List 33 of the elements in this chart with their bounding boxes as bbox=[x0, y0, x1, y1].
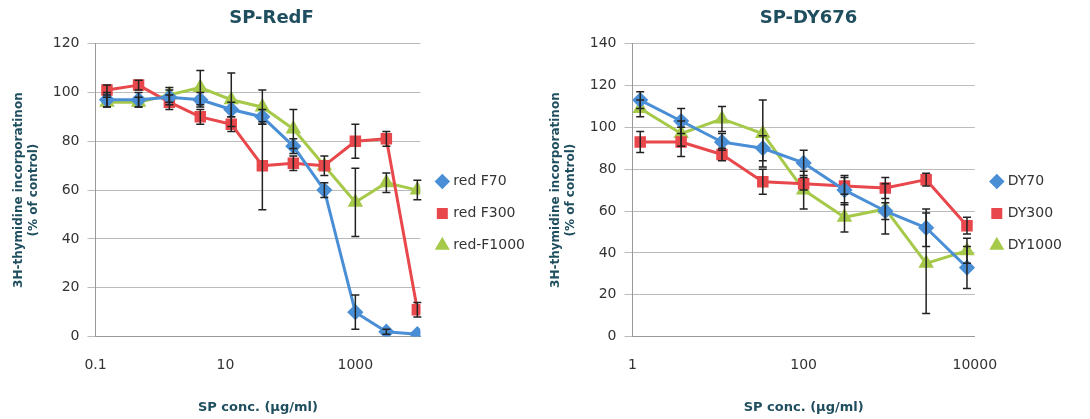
y-tick-label: 40 bbox=[61, 229, 80, 246]
y-tick-label: 0 bbox=[70, 327, 80, 344]
y-tick-label: 60 bbox=[61, 180, 80, 197]
y-tick-label: 100 bbox=[52, 83, 80, 100]
y-tick-label: 20 bbox=[61, 278, 80, 295]
y-tick-label: 80 bbox=[598, 159, 617, 176]
x-tick-label: 100 bbox=[790, 355, 818, 372]
y-tick-label: 20 bbox=[598, 285, 617, 302]
legend-label: red F300 bbox=[453, 204, 516, 221]
y-tick-label: 120 bbox=[52, 34, 80, 51]
y-tick-label: 140 bbox=[589, 34, 617, 51]
x-tick-label: 10000 bbox=[952, 355, 998, 372]
x-tick-label: 0.1 bbox=[84, 355, 107, 372]
legend-label: DY1000 bbox=[1007, 236, 1063, 253]
y-tick-label: 120 bbox=[589, 76, 617, 93]
chart-title: SP-DY676 bbox=[759, 6, 858, 28]
x-axis-title: SP conc. (µg/ml) bbox=[743, 398, 864, 414]
y-tick-label: 40 bbox=[598, 243, 617, 260]
y-tick-label: 100 bbox=[589, 117, 617, 134]
legend-label: red-F1000 bbox=[453, 236, 526, 253]
x-tick-label: 1000 bbox=[337, 355, 374, 372]
legend-label: DY70 bbox=[1007, 172, 1045, 189]
y-tick-label: 0 bbox=[607, 327, 617, 344]
y-tick-label: 60 bbox=[598, 201, 617, 218]
y-axis-title: 3H-thymidine incorporatinon (% of control) bbox=[548, 92, 577, 288]
chart-title: SP-RedF bbox=[229, 6, 314, 28]
y-tick-label: 80 bbox=[61, 131, 80, 148]
legend-label: red F70 bbox=[453, 172, 507, 189]
x-axis-title: SP conc. (µg/ml) bbox=[197, 398, 318, 414]
x-tick-label: 10 bbox=[216, 355, 235, 372]
legend-label: DY300 bbox=[1007, 204, 1054, 221]
y-axis-title: 3H-thymidine incorporatinon (% of control) bbox=[11, 92, 40, 288]
x-tick-label: 1 bbox=[628, 355, 637, 372]
